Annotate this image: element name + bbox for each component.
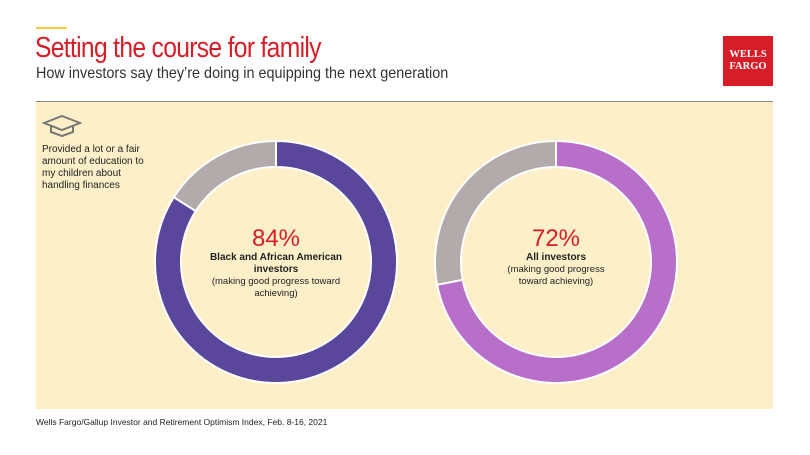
donut-group-label: Black and African American investors bbox=[209, 252, 343, 275]
donut-center-1: 84% Black and African American investors… bbox=[196, 226, 356, 300]
page-title: Setting the course for family bbox=[35, 32, 321, 64]
donut-slice-value bbox=[435, 139, 678, 384]
donut-slice-value bbox=[154, 139, 398, 384]
donut-note: (making good progress toward achieving) bbox=[211, 276, 341, 299]
wells-fargo-logo: WELLS FARGO bbox=[723, 36, 773, 86]
chart-description: Provided a lot or a fair amount of educa… bbox=[42, 144, 144, 191]
donut-center-2: 72% All investors (making good progress … bbox=[476, 226, 636, 288]
accent-bar bbox=[36, 27, 67, 29]
donut-value-label: 72% bbox=[531, 225, 581, 252]
donut-slice-remainder bbox=[434, 139, 557, 286]
page-subtitle: How investors say they’re doing in equip… bbox=[36, 65, 449, 82]
source-note: Wells Fargo/Gallup Investor and Retireme… bbox=[36, 417, 328, 427]
logo-line1: WELLS bbox=[729, 49, 767, 60]
logo-line2: FARGO bbox=[729, 61, 767, 72]
donut-note: (making good progress toward achieving) bbox=[507, 264, 605, 287]
divider bbox=[36, 101, 773, 102]
graduation-cap-icon bbox=[42, 114, 82, 138]
donut-value-label: 84% bbox=[251, 225, 301, 252]
donut-slice-remainder bbox=[172, 139, 277, 213]
donut-group-label: All investors bbox=[525, 252, 587, 263]
